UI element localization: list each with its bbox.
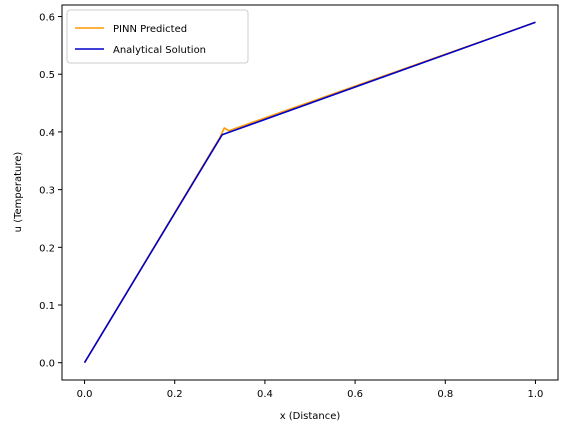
y-tick-label: 0.3 <box>39 186 55 197</box>
y-tick-label: 0.2 <box>39 243 55 254</box>
legend-box <box>66 9 249 64</box>
y-axis-label: u (Temperature) <box>13 152 24 233</box>
y-tick-label: 0.4 <box>39 128 55 139</box>
y-tick-label: 0.5 <box>39 70 55 81</box>
series-lines <box>83 21 536 364</box>
series-line-analytical-solution <box>83 21 536 364</box>
y-axis-ticks: 0.0 0.1 0.2 0.3 0.4 0.5 0.6 <box>39 13 62 370</box>
plot-frame <box>61 4 559 381</box>
x-axis-ticks: 0.0 0.2 0.4 0.6 0.8 1.0 <box>77 380 544 400</box>
x-tick-label: 1.0 <box>528 389 544 400</box>
legend-label-pinn-predicted: PINN Predicted <box>113 24 187 35</box>
legend: PINN Predicted Analytical Solution <box>66 9 249 64</box>
y-tick-label: 0.6 <box>39 13 55 24</box>
x-tick-label: 0.6 <box>347 389 363 400</box>
y-tick-label: 0.0 <box>39 359 55 370</box>
legend-label-analytical-solution: Analytical Solution <box>113 45 206 56</box>
x-tick-label: 0.2 <box>167 389 183 400</box>
y-tick-label: 0.1 <box>39 301 55 312</box>
x-tick-label: 0.8 <box>437 389 453 400</box>
x-tick-label: 0.4 <box>257 389 273 400</box>
x-axis-label: x (Distance) <box>280 411 341 422</box>
x-tick-label: 0.0 <box>77 389 93 400</box>
